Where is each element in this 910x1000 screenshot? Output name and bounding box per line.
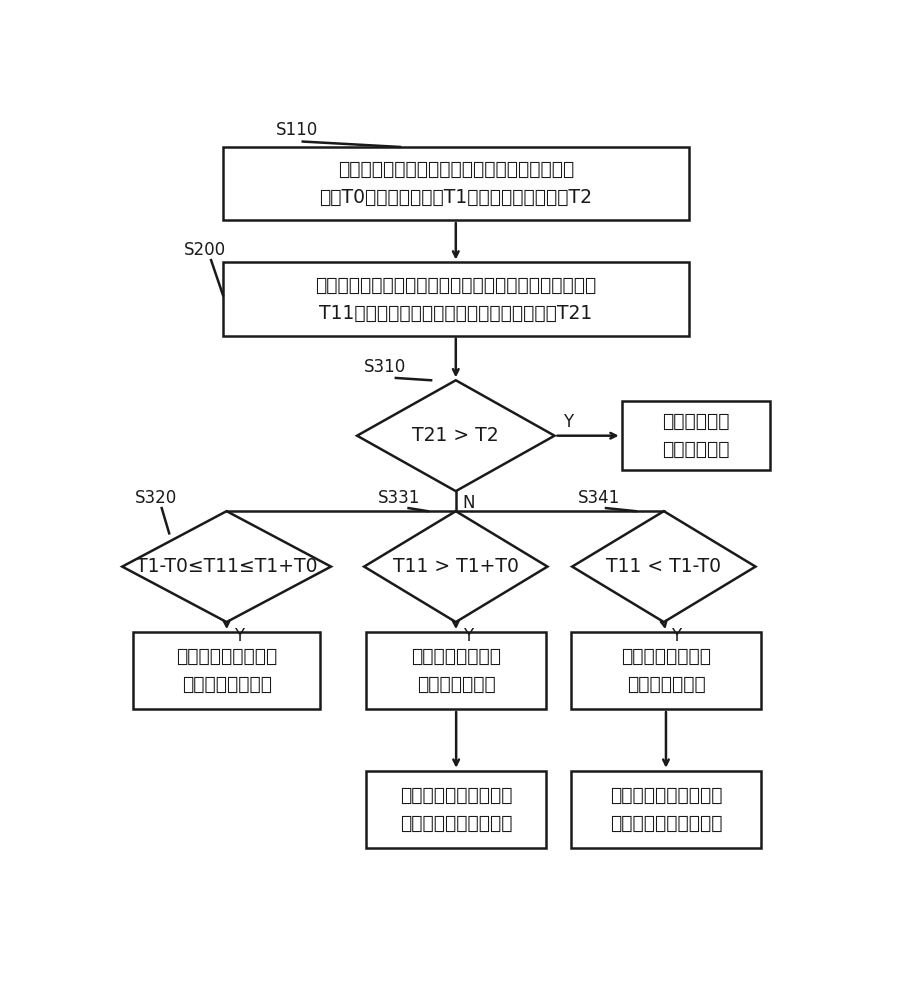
Text: S341: S341 — [578, 489, 620, 507]
FancyBboxPatch shape — [223, 147, 689, 220]
Text: T11 > T1+T0: T11 > T1+T0 — [393, 557, 519, 576]
Text: N: N — [463, 494, 475, 512]
Text: S331: S331 — [379, 489, 420, 507]
Text: S310: S310 — [364, 358, 407, 376]
Text: 控制装置控制降低
加压水泵的转速: 控制装置控制降低 加压水泵的转速 — [621, 647, 711, 694]
Text: 控制装置控制加压水
泵的转速保持不变: 控制装置控制加压水 泵的转速保持不变 — [177, 647, 278, 694]
Text: Y: Y — [463, 627, 473, 645]
FancyBboxPatch shape — [366, 771, 546, 848]
Text: Y: Y — [563, 413, 573, 431]
FancyBboxPatch shape — [223, 262, 689, 336]
Text: Y: Y — [234, 627, 244, 645]
Text: 风机开启数量减少或已
开启的风机的转速降低: 风机开启数量减少或已 开启的风机的转速降低 — [610, 786, 723, 833]
Text: 控制装置实时获取送风温度传感器所反馈的实时送风温度
T11以及水温传感器所反馈的储冰箱实时水温T21: 控制装置实时获取送风温度传感器所反馈的实时送风温度 T11以及水温传感器所反馈的… — [315, 276, 596, 323]
FancyBboxPatch shape — [571, 771, 761, 848]
FancyBboxPatch shape — [622, 401, 770, 470]
Text: S320: S320 — [135, 489, 177, 507]
FancyBboxPatch shape — [366, 632, 546, 709]
Text: T11 < T1-T0: T11 < T1-T0 — [606, 557, 722, 576]
Text: Y: Y — [671, 627, 681, 645]
Text: S110: S110 — [276, 121, 318, 139]
Text: T21 > T2: T21 > T2 — [412, 426, 499, 445]
Polygon shape — [122, 511, 331, 622]
Text: 控制装置通过所述操作面板获取设定的送风控制
精度T0、设定送风温度T1以及储冰箱设定温度T2: 控制装置通过所述操作面板获取设定的送风控制 精度T0、设定送风温度T1以及储冰箱… — [319, 160, 592, 207]
Text: S200: S200 — [184, 241, 227, 259]
Polygon shape — [572, 511, 755, 622]
Text: 风机开启数量增多或已
开启的风机的转速增大: 风机开启数量增多或已 开启的风机的转速增大 — [399, 786, 512, 833]
Polygon shape — [364, 511, 548, 622]
Text: T1-T0≤T11≤T1+T0: T1-T0≤T11≤T1+T0 — [136, 557, 318, 576]
Polygon shape — [357, 380, 554, 491]
FancyBboxPatch shape — [134, 632, 320, 709]
Text: 控制装置控制增大
加压水泵的转速: 控制装置控制增大 加压水泵的转速 — [411, 647, 501, 694]
FancyBboxPatch shape — [571, 632, 761, 709]
Text: 控制装置输出
排水换冰提示: 控制装置输出 排水换冰提示 — [662, 412, 729, 459]
